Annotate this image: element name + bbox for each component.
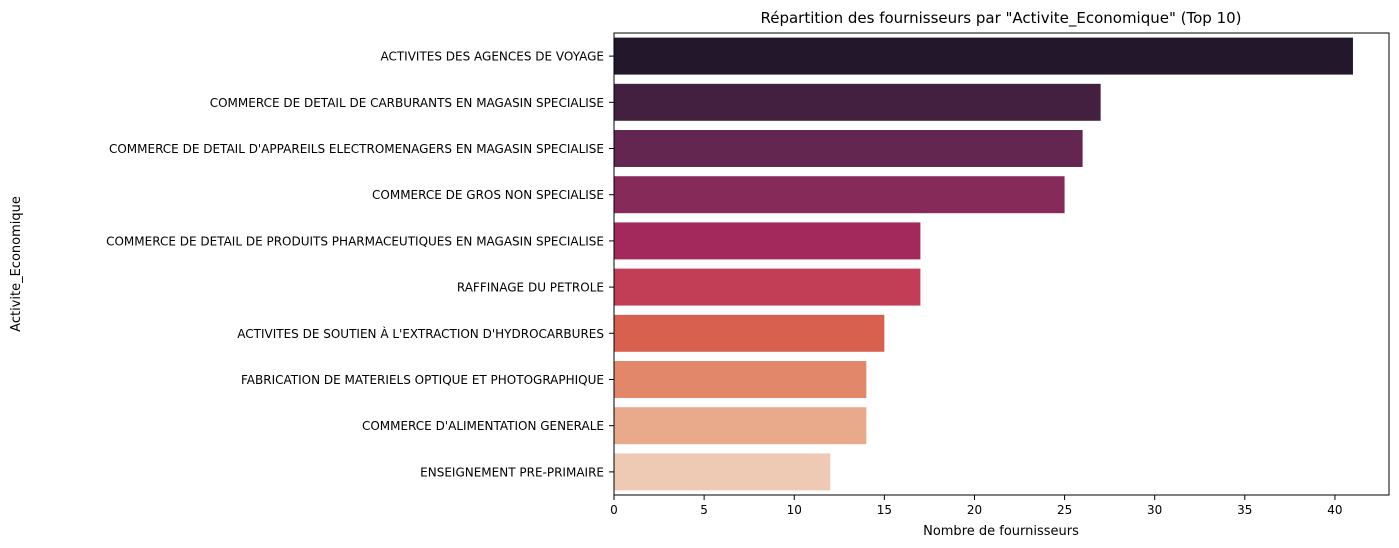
plot-frame xyxy=(613,32,1390,496)
bar-5 xyxy=(614,222,921,260)
axes-frame xyxy=(613,32,1390,496)
x-tick-label: 0 xyxy=(610,503,618,517)
x-tick-label: 25 xyxy=(1057,503,1072,517)
x-axis-label: Nombre de fournisseurs xyxy=(923,524,1079,539)
x-tick-label: 15 xyxy=(877,503,892,517)
y-tick-label: FABRICATION DE MATERIELS OPTIQUE ET PHOT… xyxy=(241,373,604,387)
x-tick-label: 40 xyxy=(1327,503,1342,517)
bar-1 xyxy=(614,37,1353,75)
x-tick-label: 5 xyxy=(700,503,708,517)
bar-2 xyxy=(614,83,1101,121)
y-tick-labels: ACTIVITES DES AGENCES DE VOYAGE COMMERCE … xyxy=(106,50,614,479)
y-axis-label: Activite_Economique xyxy=(9,196,24,332)
bar-4 xyxy=(614,176,1065,214)
bars-group xyxy=(614,37,1353,491)
x-ticks: 0 5 10 15 20 25 30 35 40 xyxy=(610,495,1343,517)
chart-title: Répartition des fournisseurs par "Activi… xyxy=(760,9,1241,28)
x-tick-label: 10 xyxy=(787,503,802,517)
bar-3 xyxy=(614,130,1083,167)
bar-10 xyxy=(614,453,831,491)
y-tick-label: RAFFINAGE DU PETROLE xyxy=(457,281,604,295)
x-tick-label: 35 xyxy=(1237,503,1252,517)
y-tick-label: COMMERCE DE DETAIL D'APPAREILS ELECTROME… xyxy=(109,142,604,156)
y-tick-label: ACTIVITES DE SOUTIEN À L'EXTRACTION D'HY… xyxy=(237,326,604,341)
bar-9 xyxy=(614,407,867,445)
y-tick-label: ACTIVITES DES AGENCES DE VOYAGE xyxy=(380,50,604,64)
y-tick-label: ENSEIGNEMENT PRE-PRIMAIRE xyxy=(420,465,604,479)
y-tick-label: COMMERCE DE DETAIL DE PRODUITS PHARMACEU… xyxy=(106,234,604,248)
y-tick-label: COMMERCE DE DETAIL DE CARBURANTS EN MAGA… xyxy=(210,96,604,110)
bar-8 xyxy=(614,361,867,398)
bar-6 xyxy=(614,268,921,306)
bar-7 xyxy=(614,314,885,352)
y-tick-label: COMMERCE D'ALIMENTATION GENERALE xyxy=(362,419,604,433)
x-tick-label: 30 xyxy=(1147,503,1162,517)
x-tick-label: 20 xyxy=(967,503,982,517)
y-tick-label: COMMERCE DE GROS NON SPECIALISE xyxy=(372,188,604,202)
